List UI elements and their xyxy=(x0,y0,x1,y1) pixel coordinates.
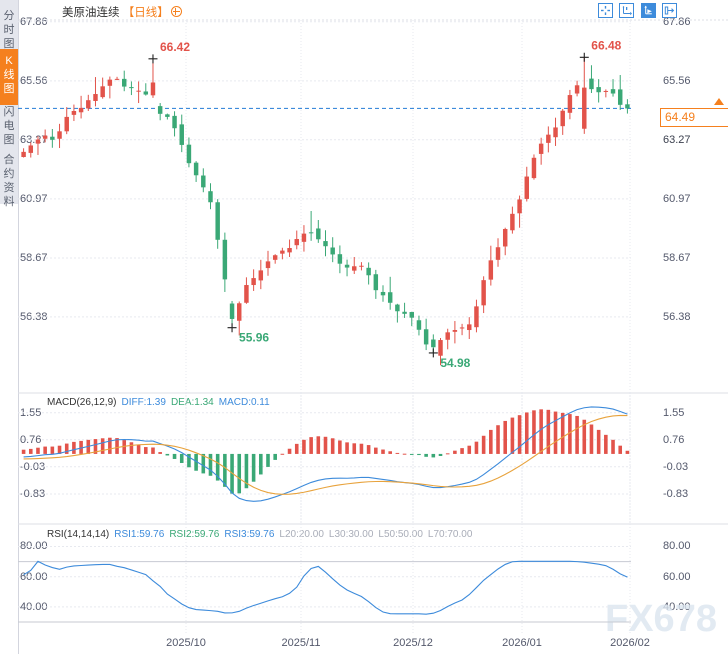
svg-text:54.98: 54.98 xyxy=(440,356,470,370)
svg-text:55.96: 55.96 xyxy=(239,331,269,345)
svg-text:66.42: 66.42 xyxy=(160,40,190,54)
svg-text:66.48: 66.48 xyxy=(591,38,621,52)
